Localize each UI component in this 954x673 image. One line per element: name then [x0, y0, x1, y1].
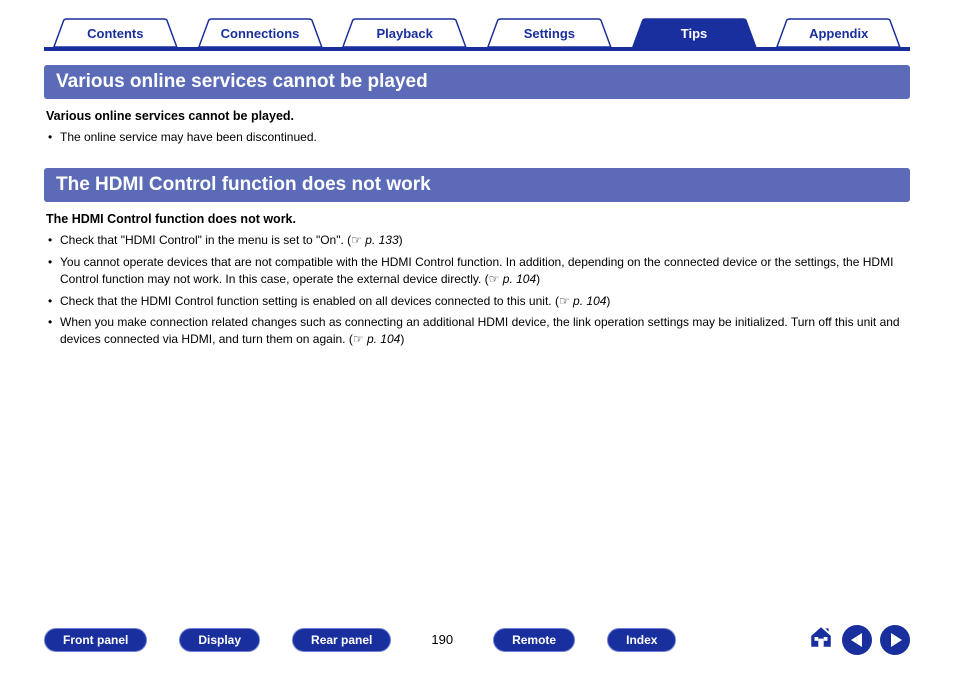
tab-contents[interactable]: Contents — [44, 18, 187, 48]
page-ref[interactable]: p. 104 — [367, 332, 400, 346]
bullet-item: You cannot operate devices that are not … — [46, 254, 908, 289]
home-icon[interactable] — [808, 624, 834, 655]
top-tabs: Contents Connections Playback Settings Tips A… — [44, 18, 910, 48]
page-ref[interactable]: p. 104 — [573, 294, 606, 308]
arrow-right-icon — [891, 633, 902, 647]
footer-buttons: Front panel Display Rear panel 190 Remot… — [44, 628, 676, 652]
page-ref[interactable]: p. 104 — [503, 272, 536, 286]
rear-panel-button[interactable]: Rear panel — [292, 628, 391, 652]
page-number: 190 — [423, 632, 461, 647]
section2-subheading: The HDMI Control function does not work. — [46, 212, 908, 226]
section2-bullets: Check that "HDMI Control" in the menu is… — [44, 232, 910, 348]
display-button[interactable]: Display — [179, 628, 260, 652]
bullet-item: Check that the HDMI Control function set… — [46, 293, 908, 310]
page-ref[interactable]: p. 133 — [365, 233, 398, 247]
tab-label: Connections — [221, 26, 300, 41]
tab-label: Appendix — [809, 26, 868, 41]
remote-button[interactable]: Remote — [493, 628, 575, 652]
tab-connections[interactable]: Connections — [189, 18, 332, 48]
section1-bullets: The online service may have been discont… — [44, 129, 910, 146]
tab-label: Playback — [376, 26, 432, 41]
section1-subheading: Various online services cannot be played… — [46, 109, 908, 123]
hand-icon: ☞ — [353, 332, 364, 346]
next-page-button[interactable] — [880, 625, 910, 655]
section1-title-bar: Various online services cannot be played — [44, 65, 910, 99]
bullet-item: Check that "HDMI Control" in the menu is… — [46, 232, 908, 249]
hand-icon: ☞ — [351, 233, 362, 247]
footer: Front panel Display Rear panel 190 Remot… — [0, 624, 954, 655]
prev-page-button[interactable] — [842, 625, 872, 655]
tab-label: Settings — [524, 26, 575, 41]
tab-tips[interactable]: Tips — [623, 18, 766, 48]
bullet-item: When you make connection related changes… — [46, 314, 908, 349]
tab-appendix[interactable]: Appendix — [767, 18, 910, 48]
hand-icon: ☞ — [559, 294, 570, 308]
arrow-left-icon — [851, 633, 862, 647]
tab-label: Tips — [681, 26, 708, 41]
nav-icons — [808, 624, 910, 655]
tab-label: Contents — [87, 26, 143, 41]
front-panel-button[interactable]: Front panel — [44, 628, 147, 652]
hand-icon: ☞ — [489, 272, 500, 286]
section2-title-bar: The HDMI Control function does not work — [44, 168, 910, 202]
bullet-item: The online service may have been discont… — [46, 129, 908, 146]
tab-playback[interactable]: Playback — [333, 18, 476, 48]
index-button[interactable]: Index — [607, 628, 676, 652]
tab-settings[interactable]: Settings — [478, 18, 621, 48]
